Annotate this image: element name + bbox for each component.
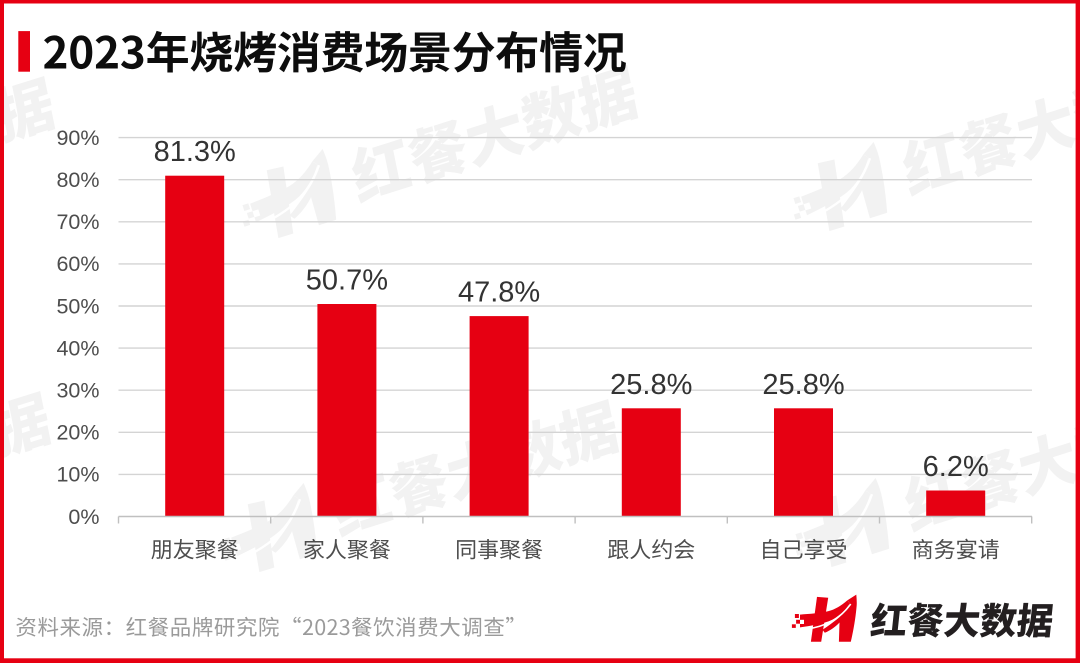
svg-text:50.7%: 50.7%	[306, 265, 388, 297]
svg-text:6.2%: 6.2%	[923, 451, 989, 483]
svg-text:47.8%: 47.8%	[458, 277, 540, 309]
svg-text:10%: 10%	[56, 463, 99, 487]
svg-text:90%: 90%	[56, 126, 99, 150]
svg-text:70%: 70%	[56, 210, 99, 234]
svg-text:25.8%: 25.8%	[610, 369, 692, 401]
svg-text:0%: 0%	[68, 505, 99, 529]
svg-text:30%: 30%	[56, 379, 99, 403]
svg-text:80%: 80%	[56, 168, 99, 192]
svg-text:20%: 20%	[56, 421, 99, 445]
svg-text:81.3%: 81.3%	[154, 136, 236, 168]
svg-text:40%: 40%	[56, 336, 99, 360]
svg-text:25.8%: 25.8%	[762, 369, 844, 401]
svg-text:60%: 60%	[56, 252, 99, 276]
svg-text:50%: 50%	[56, 294, 99, 318]
